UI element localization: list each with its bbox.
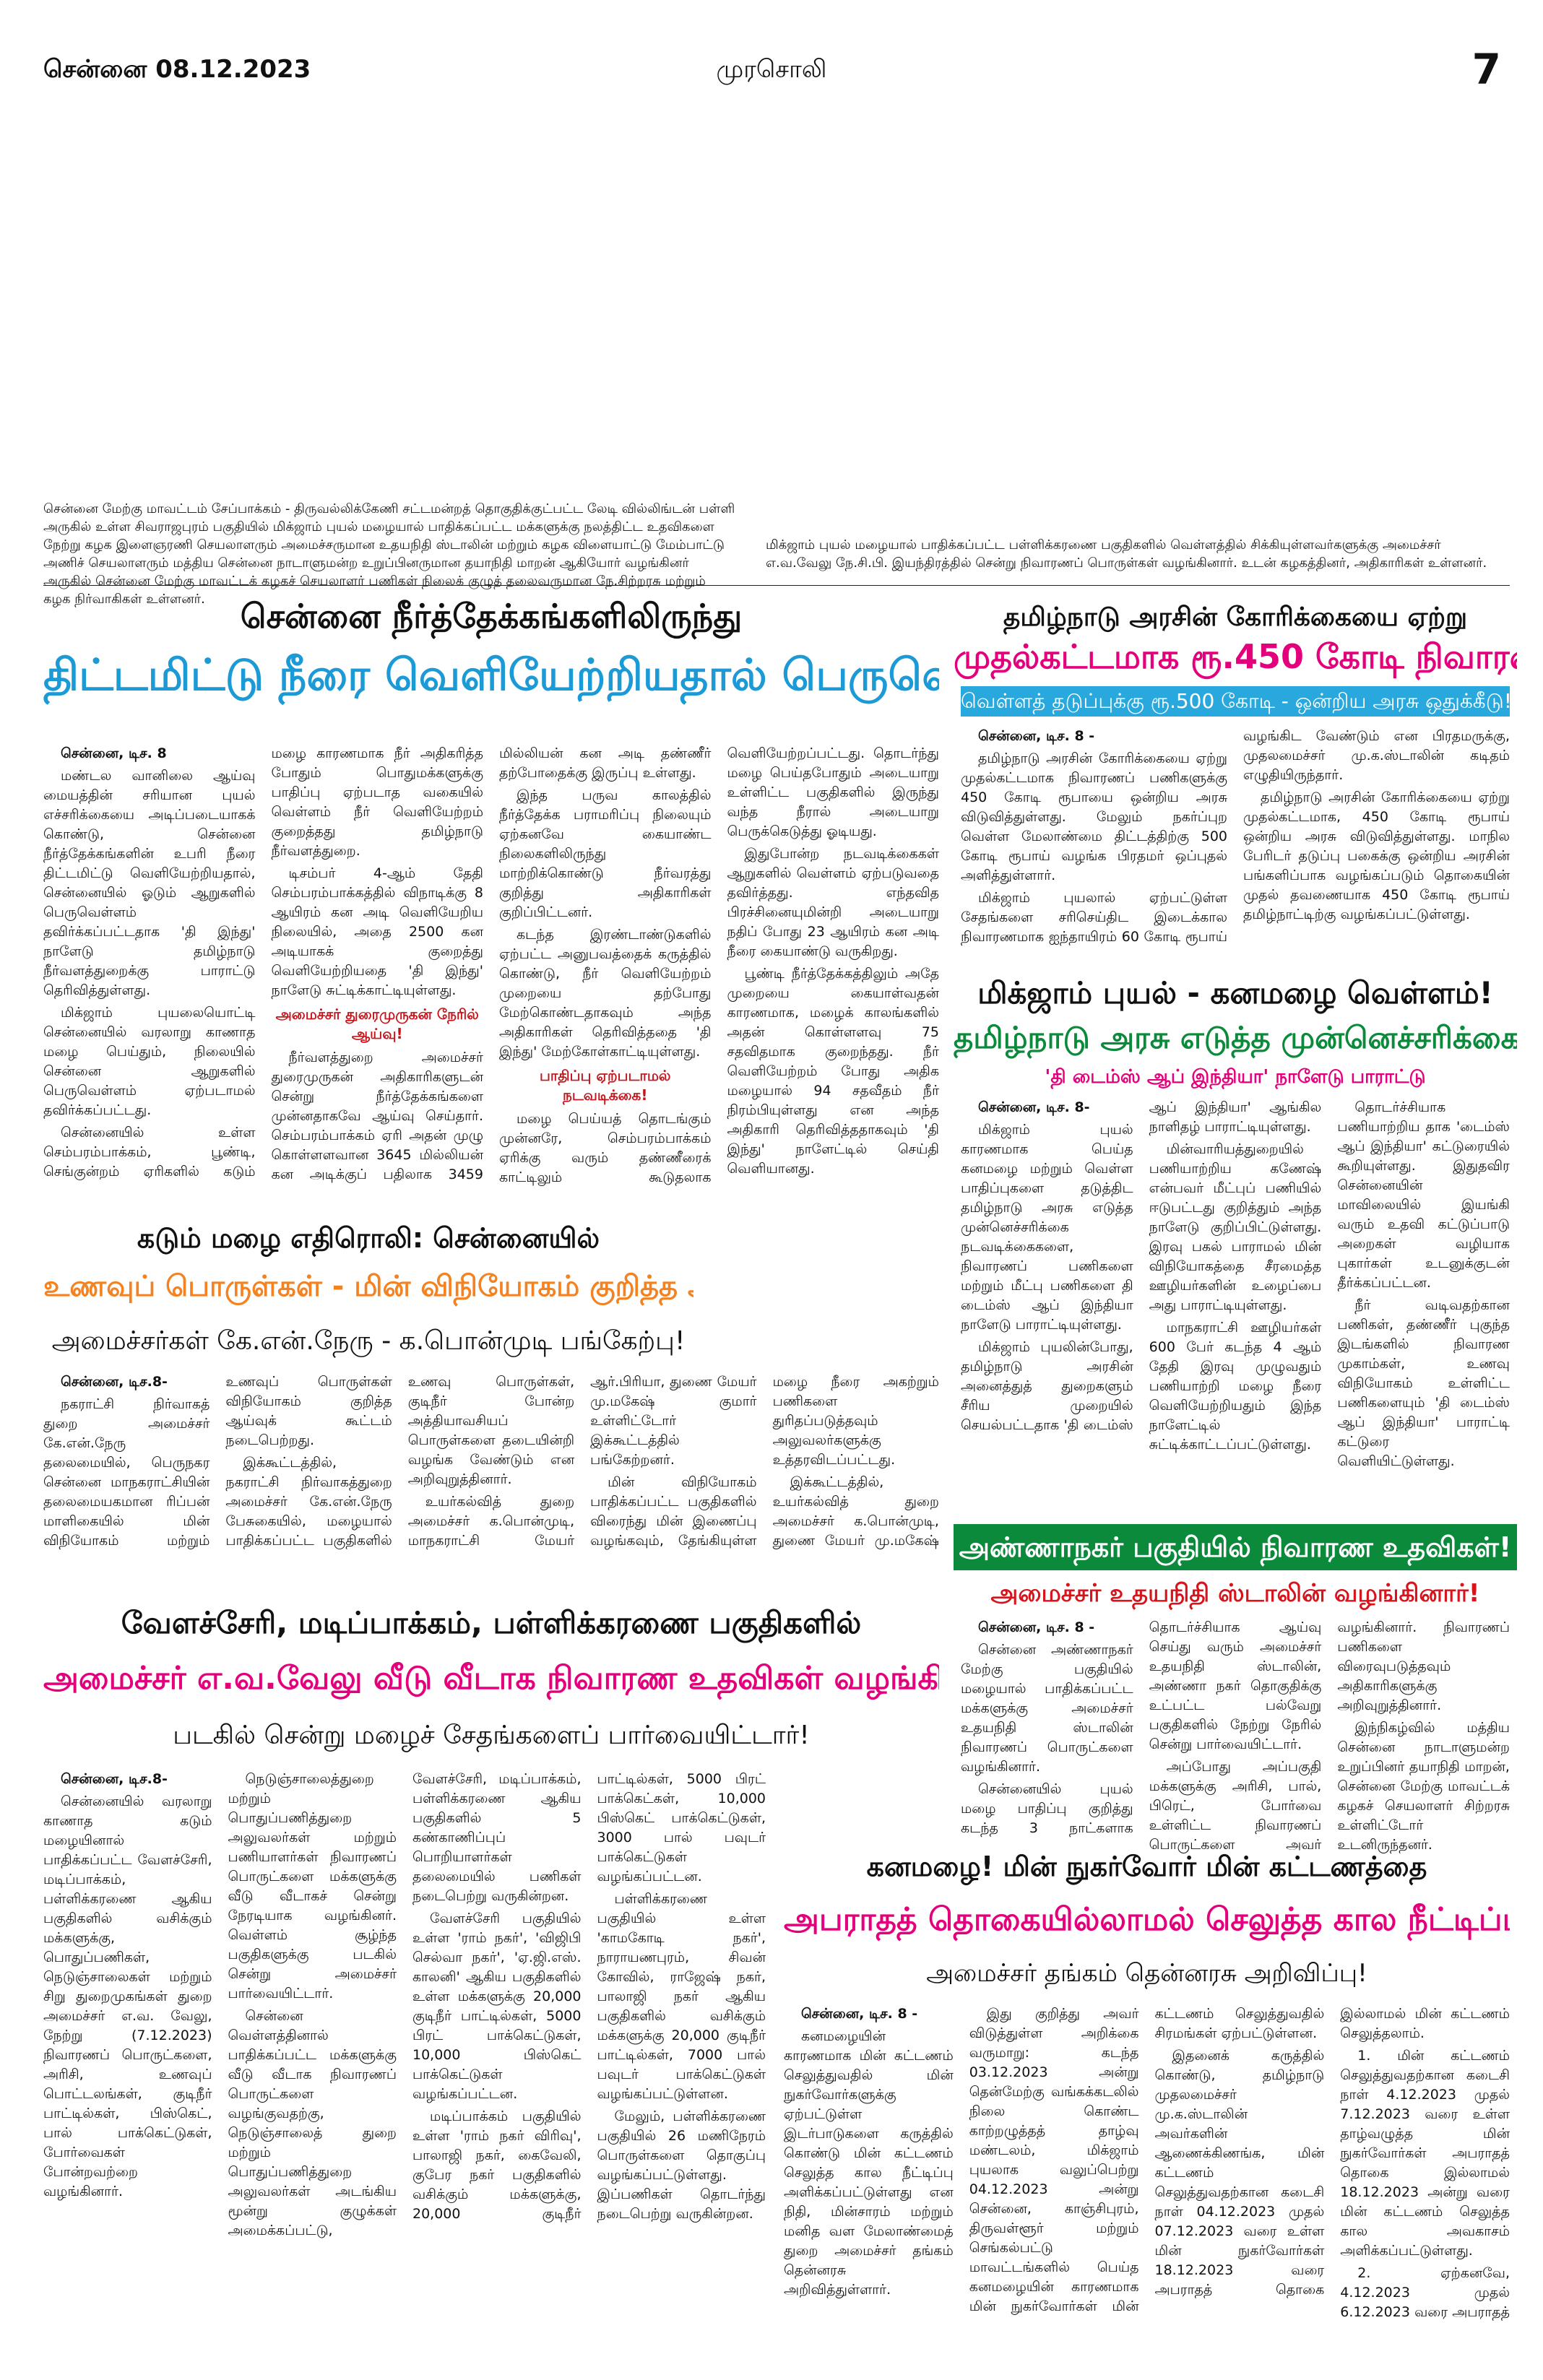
paragraph: மின்வாரியத்துறையில் பணியாற்றிய கணேஷ் என்… bbox=[1149, 1141, 1322, 1313]
dateline-line: சென்னை, டிச.8- bbox=[43, 1372, 209, 1392]
paragraph: மடிப்பாக்கம் பகுதியில் உள்ள 'ராம் நகர் வ… bbox=[412, 1771, 766, 2222]
photo-caption: மிக்ஜாம் புயல் மழையால் பாதிக்கப்பட்ட பள்… bbox=[766, 537, 1487, 571]
paragraph: சென்னையில் புயல் மழை பாதிப்பு குறித்து க… bbox=[961, 1619, 1322, 1836]
paragraph: கடந்த இரண்டாண்டுகளில் ஏற்பட்ட அனுபவத்தைக… bbox=[499, 927, 712, 1060]
paragraph: இக்கூட்டத்தில், நகராட்சி நிர்வாகத்துறை அ… bbox=[225, 1374, 575, 1549]
paragraph: தொடர்ச்சியாக பணியாற்றிய தாக 'டைம்ஸ் ஆப் … bbox=[1337, 1099, 1510, 1291]
paragraph: மாநகராட்சி ஊழியர்கள் 600 பேர் கடந்த 4 ஆம… bbox=[1149, 1320, 1322, 1453]
dateline-line: சென்னை, டிச. 8- bbox=[961, 1098, 1133, 1117]
paragraph: உயர்கல்வித் துறை அமைச்சர் க.பொன்முடி, மா… bbox=[407, 1374, 757, 1549]
dateline: சென்னை, டிச. 8 - bbox=[801, 2006, 918, 2022]
headline: அபராதத் தொகையில்லாமல் செலுத்த கால நீட்டி… bbox=[784, 1901, 1510, 1938]
paragraph: சென்னையில் வரலாறு காணாத கடும் மழையினால் … bbox=[43, 1793, 212, 2199]
dateline-line: சென்னை, டிச.8- bbox=[43, 1770, 212, 1789]
paragraph: சென்னையில் உள்ள செம்பரம்பாக்கம், பூண்டி,… bbox=[43, 745, 483, 1180]
paragraph: மிக்ஜாம் புயலால் ஏற்பட்டுள்ள சேதங்களை சர… bbox=[961, 728, 1510, 945]
paragraph: பூண்டி நீர்த்தேக்கத்திலும் அதே முறையை கை… bbox=[727, 966, 940, 1177]
paragraph: வேளச்சேரி பகுதியில் உள்ள 'ராம் நகர்', 'வ… bbox=[412, 1911, 582, 2102]
article-body: சென்னை, டிச. 8 - கனமழையின் காரணமாக மின் க… bbox=[784, 2004, 1510, 2322]
paragraph: சென்னை அண்ணாநகர் மேற்கு பகுதியில் மழையால… bbox=[961, 1642, 1133, 1775]
headline: திட்டமிட்டு நீரை வெளியேற்றியதால் பெருவெள… bbox=[43, 650, 939, 701]
article-body: சென்னை, டிச.8- சென்னையில் வரலாறு காணாத கட… bbox=[43, 1770, 766, 2319]
paragraph: மிக்ஜாம் புயலின்போது, தமிழ்நாடு அரசின் அ… bbox=[961, 1099, 1322, 1433]
paragraph: இந்நிகழ்வில் மத்திய சென்னை நாடாளுமன்ற உற… bbox=[1337, 1720, 1510, 1853]
paragraph: நகராட்சி நிர்வாகத் துறை அமைச்சர் கே.என்.… bbox=[43, 1374, 392, 1549]
paragraph: தமிழ்நாடு அரசின் கோரிக்கையை ஏற்று முதல்க… bbox=[1243, 789, 1510, 922]
paragraph: இந்த பருவ காலத்தில் நீர்த்தேக்க பராமரிப்… bbox=[499, 787, 712, 920]
paragraph: 2. ஏற்கனவே, 4.12.2023 முதல் 6.12.2023 வர… bbox=[1340, 2265, 1510, 2320]
paragraph: 1. மின் கட்டணம் செலுத்துவதற்கான கடைசி நா… bbox=[1340, 2048, 1510, 2259]
paragraph: கனமழையின் காரணமாக மின் கட்டணம் செலுத்துவ… bbox=[784, 2028, 954, 2298]
kicker: கனமழை! மின் நுகர்வோர் மின் கட்டணத்தை bbox=[866, 1851, 1427, 1882]
headline: உணவுப் பொருள்கள் - மின் விநியோகம் குறித்… bbox=[43, 1270, 693, 1303]
paragraph: சென்னை வெள்ளத்தினால் பாதிக்கப்பட்ட மக்கள… bbox=[228, 1771, 582, 2238]
subhead: அமைச்சர் தங்கம் தென்னரசு அறிவிப்பு! bbox=[926, 1959, 1367, 1988]
kicker: தமிழ்நாடு அரசின் கோரிக்கையை ஏற்று bbox=[1003, 602, 1468, 632]
paragraph: இதனைக் கருத்தில் கொண்டு, தமிழ்நாடு முதலம… bbox=[1154, 2006, 1510, 2298]
paragraph: இதுபோன்ற நடவடிக்கைகள் ஆறுகளில் வெள்ளம் ஏ… bbox=[727, 846, 940, 959]
paragraph: பள்ளிக்கரணை பகுதியில் உள்ள 'காமகோடி நகர்… bbox=[597, 1891, 766, 2102]
article-body: சென்னை, டிச.8- நகராட்சி நிர்வாகத் துறை அம… bbox=[43, 1372, 939, 1553]
kicker: சென்னை நீர்த்தேக்கங்களிலிருந்து bbox=[240, 597, 743, 636]
divider bbox=[43, 585, 1510, 586]
paragraph: நெடுஞ்சாலைத்துறை மற்றும் பொதுப்பணித்துறை… bbox=[228, 1771, 397, 2002]
kicker: மிக்ஜாம் புயல் - கனமழை வெள்ளம்! bbox=[977, 975, 1493, 1011]
photo-caption: சென்னை மேற்கு மாவட்டம் சேப்பாக்கம் - திர… bbox=[43, 501, 735, 607]
paragraph: மிக்ஜாம் புயல் காரணமாக பெய்த கனமழை மற்று… bbox=[961, 1122, 1133, 1333]
subhead: படகில் சென்று மழைச் சேதங்களைப் பார்வையிட… bbox=[173, 1721, 810, 1750]
paragraph: தமிழ்நாடு அரசின் கோரிக்கையை ஏற்று முதல்க… bbox=[961, 750, 1227, 883]
paragraph: மேலும், பள்ளிக்கரணை பகுதியில் 26 மணிநேரம… bbox=[597, 2108, 766, 2222]
paragraph: நீர்வளத்துறை அமைச்சர் துரைமுருகன் அதிகார… bbox=[271, 745, 712, 1182]
headline: முதல்கட்டமாக ரூ.450 கோடி நிவாரண நிதி! bbox=[954, 637, 1517, 676]
dateline: சென்னை, டிச. 8 - bbox=[978, 1619, 1095, 1635]
article-body: சென்னை, டிச. 8 மண்டல வானிலை ஆய்வு மையத்தி… bbox=[43, 744, 939, 1213]
paragraph: மிக்ஜாம் புயலையொட்டி சென்னையில் வரலாறு க… bbox=[43, 1005, 256, 1118]
kicker: வேளச்சேரி, மடிப்பாக்கம், பள்ளிக்கரணை பகு… bbox=[121, 1605, 862, 1640]
inline-subhead: பாதிப்பு ஏற்படாமல் நடவடிக்கை! bbox=[539, 1067, 671, 1104]
paragraph: இது குறித்து அவர் விடுத்துள்ள அறிக்கை வர… bbox=[969, 2006, 1325, 2314]
page-date: சென்னை 08.12.2023 bbox=[43, 55, 311, 84]
article-body: சென்னை, டிச. 8 - சென்னை அண்ணாநகர் மேற்கு … bbox=[961, 1618, 1510, 1856]
subhead: அமைச்சர்கள் கே.என்.நேரு - க.பொன்முடி பங்… bbox=[51, 1326, 686, 1356]
inline-subhead: அமைச்சர் துரைமுருகன் நேரில் ஆய்வு! bbox=[275, 1005, 479, 1042]
paragraph: மண்டல வானிலை ஆய்வு மையத்தின் சரியான புயல… bbox=[43, 768, 256, 998]
subhead: 'தி டைம்ஸ் ஆப் இந்தியா' நாளேடு பாராட்டு bbox=[1045, 1066, 1426, 1088]
paragraph: மின் விநியோகம் பாதிக்கப்பட்ட பகுதிகளில் … bbox=[590, 1374, 939, 1549]
paper-name: முரசொலி bbox=[716, 55, 827, 84]
dateline: சென்னை, டிச. 8- bbox=[978, 1099, 1090, 1115]
subhead: வெள்ளத் தடுப்புக்கு ரூ.500 கோடி - ஒன்றிய… bbox=[961, 686, 1510, 717]
dateline-line: சென்னை, டிச. 8 - bbox=[961, 1618, 1133, 1637]
paragraph: இக்கூட்டத்தில், உயர்கல்வித் துறை அமைச்சர… bbox=[772, 1474, 939, 1549]
paragraph: மழை பெய்யத் தொடங்கும் முன்னரே, செம்பரம்ப… bbox=[499, 745, 939, 1185]
subhead: அமைச்சர் உதயநிதி ஸ்டாலின் வழங்கினார்! bbox=[990, 1579, 1480, 1608]
paragraph: நீர் வடிவதற்கான பணிகள், தண்ணீர் புகுந்த … bbox=[1337, 1297, 1510, 1469]
dateline: சென்னை, டிச. 8 - bbox=[978, 728, 1095, 744]
dateline: சென்னை, டிச.8- bbox=[61, 1374, 168, 1390]
dateline-line: சென்னை, டிச. 8 - bbox=[784, 2004, 954, 2024]
dateline-line: சென்னை, டிச. 8 bbox=[43, 744, 256, 763]
article-body: சென்னை, டிச. 8- மிக்ஜாம் புயல் காரணமாக பெ… bbox=[961, 1098, 1510, 1502]
headline: தமிழ்நாடு அரசு எடுத்த முன்னெச்சரிக்கை நட… bbox=[954, 1020, 1517, 1055]
paragraph: அப்போது அப்பகுதி மக்களுக்கு அரிசி, பால்,… bbox=[1149, 1619, 1510, 1853]
article-body: சென்னை, டிச. 8 - தமிழ்நாடு அரசின் கோரிக்க… bbox=[961, 727, 1510, 965]
paragraph: டிசம்பர் 4-ஆம் தேதி செம்பரம்பாக்கத்தில் … bbox=[271, 865, 484, 998]
dateline: சென்னை, டிச.8- bbox=[61, 1771, 168, 1787]
page-number: 7 bbox=[1471, 45, 1501, 94]
dateline-line: சென்னை, டிச. 8 - bbox=[961, 727, 1227, 746]
headline: அமைச்சர் எ.வ.வேலு வீடு வீடாக நிவாரண உதவி… bbox=[43, 1660, 939, 1697]
kicker: கடும் மழை எதிரொலி: சென்னையில் bbox=[137, 1222, 600, 1254]
headline: அண்ணாநகர் பகுதியில் நிவாரண உதவிகள்! bbox=[954, 1524, 1517, 1570]
dateline: சென்னை, டிச. 8 bbox=[61, 745, 167, 761]
